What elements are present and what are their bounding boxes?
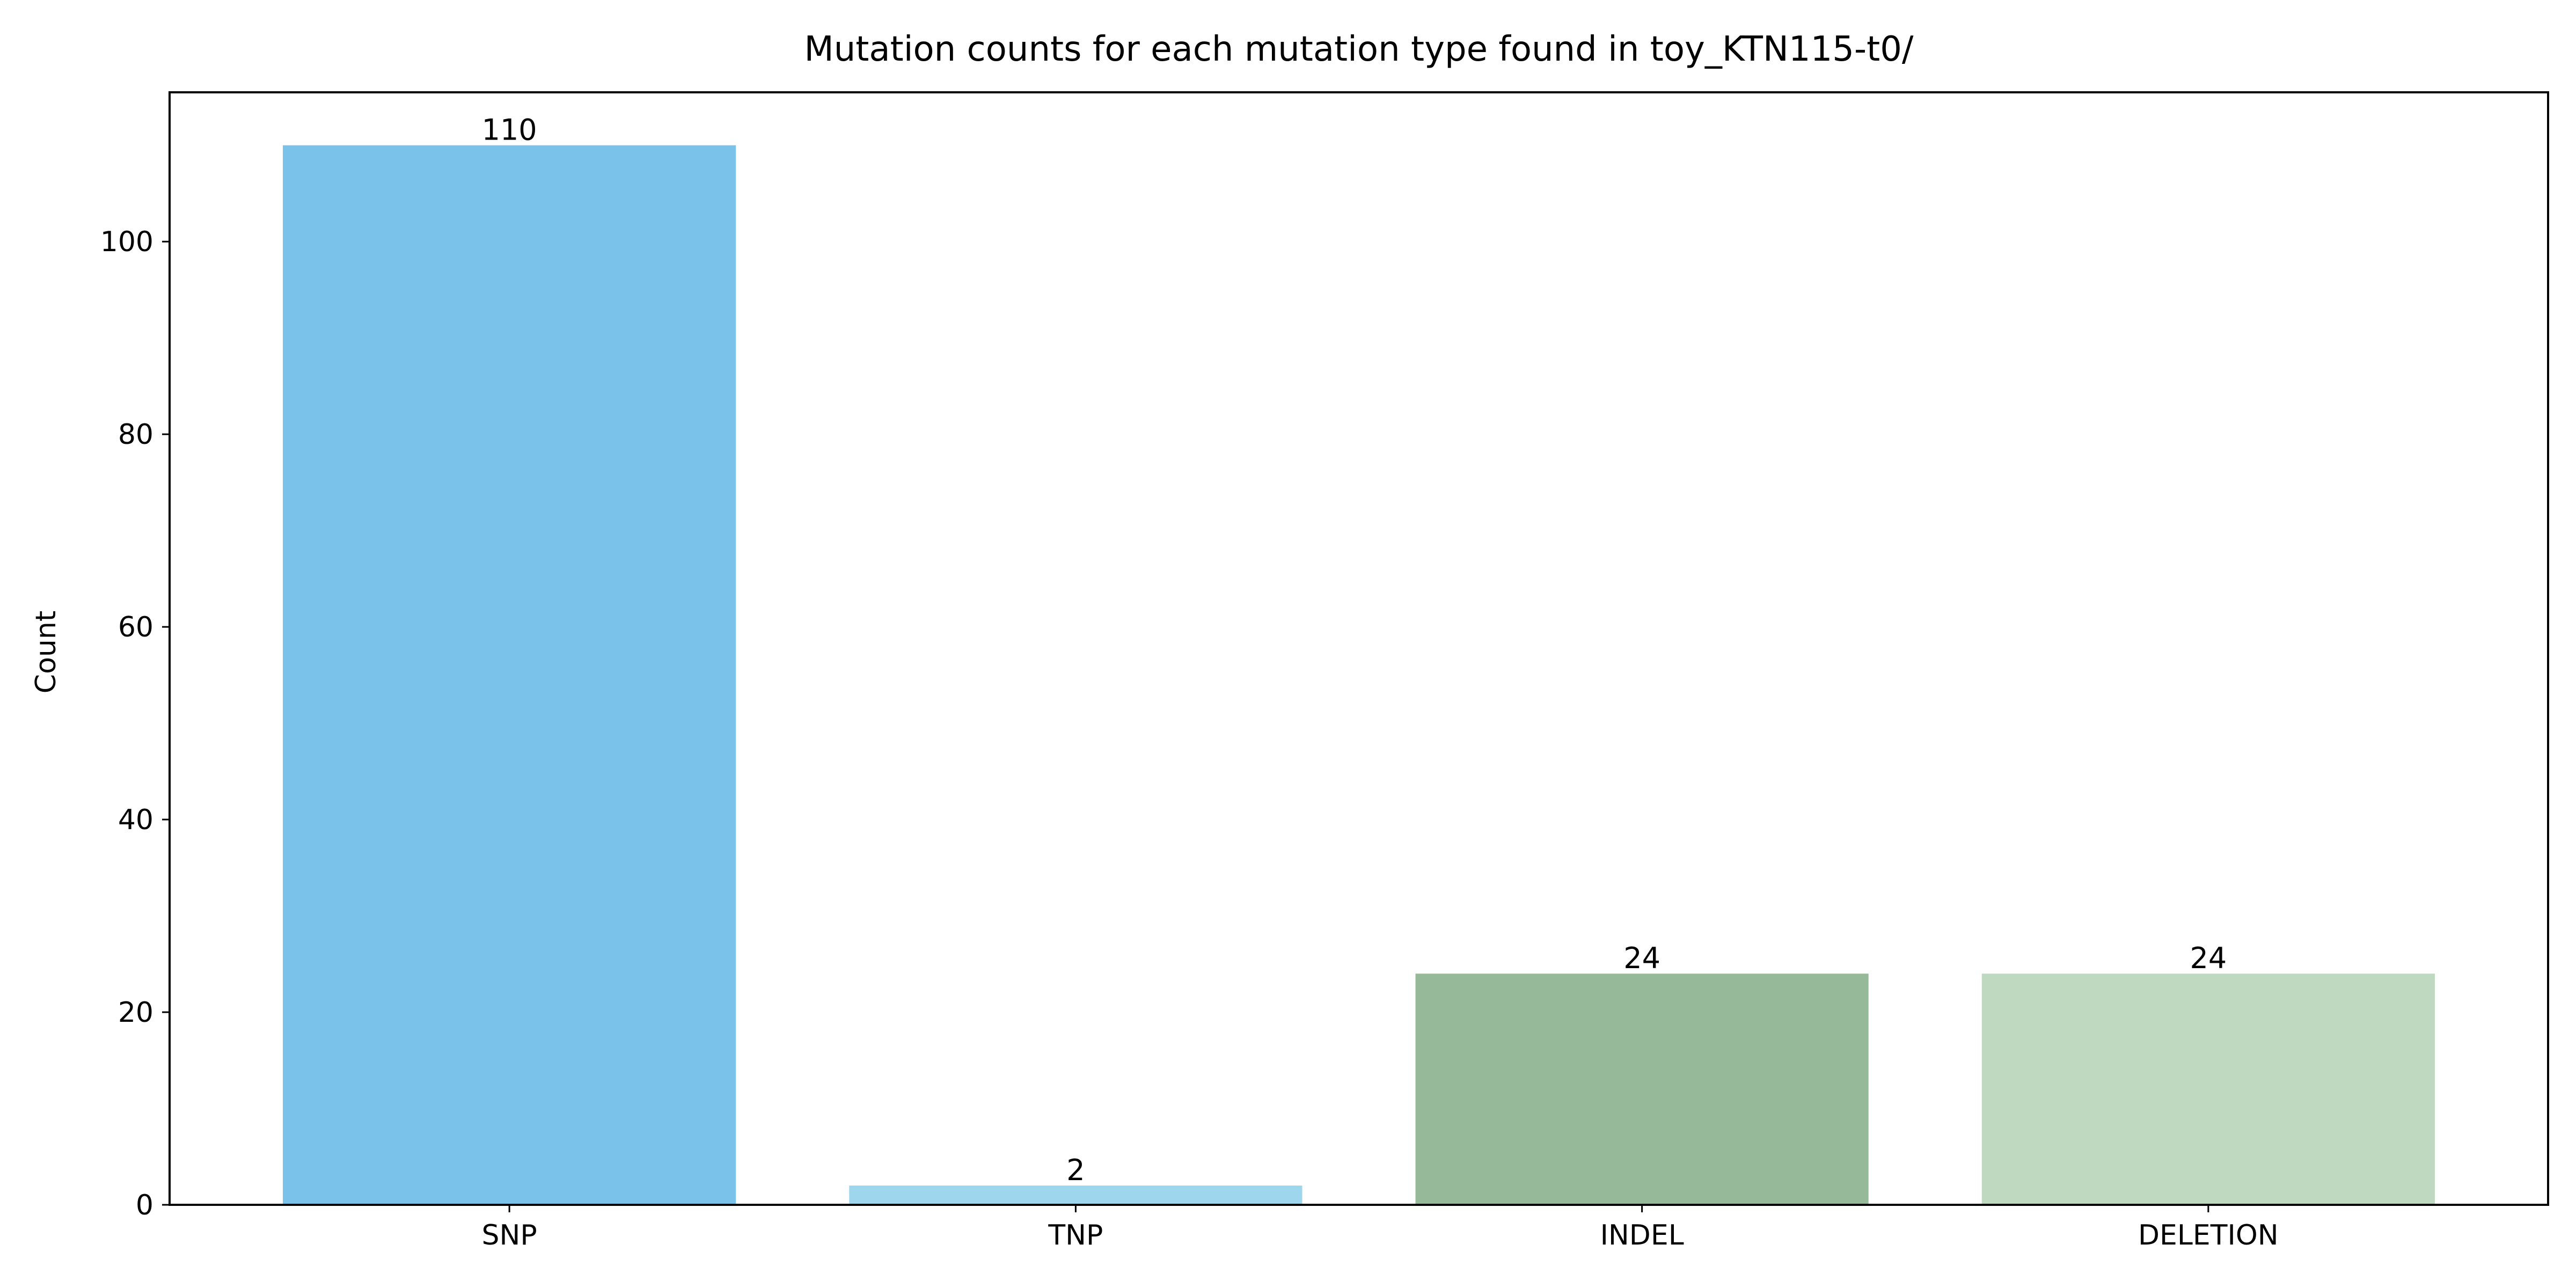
chart-title: Mutation counts for each mutation type f… (804, 30, 1914, 69)
y-tick-label: 60 (118, 611, 153, 643)
y-axis-label: Count (30, 611, 62, 693)
bar-value-label-indel: 24 (1623, 941, 1660, 975)
bar-labels-group: 110 2 24 24 (482, 113, 2227, 1187)
bar-tnp (849, 1185, 1302, 1205)
y-ticks-group: 0 20 40 60 80 100 (100, 226, 170, 1221)
y-tick-label: 20 (118, 997, 153, 1029)
bar-deletion (1981, 974, 2435, 1205)
bar-value-label-tnp: 2 (1066, 1153, 1085, 1187)
bar-value-label-deletion: 24 (2190, 941, 2227, 975)
y-tick-label: 80 (118, 419, 153, 451)
y-tick-label: 100 (100, 226, 153, 258)
bar-snp (283, 145, 736, 1205)
x-tick-label-indel: INDEL (1600, 1219, 1684, 1252)
bar-value-label-snp: 110 (482, 113, 537, 147)
bar-indel (1415, 974, 1869, 1205)
y-tick-label: 0 (136, 1189, 153, 1221)
x-tick-label-deletion: DELETION (2138, 1219, 2279, 1252)
x-tick-label-tnp: TNP (1048, 1219, 1103, 1252)
x-ticks-group: SNP TNP INDEL DELETION (482, 1205, 2279, 1252)
y-tick-label: 40 (118, 804, 153, 836)
plot-frame (169, 91, 2549, 1206)
bars-group (283, 145, 2435, 1205)
x-tick-label-snp: SNP (482, 1219, 537, 1252)
